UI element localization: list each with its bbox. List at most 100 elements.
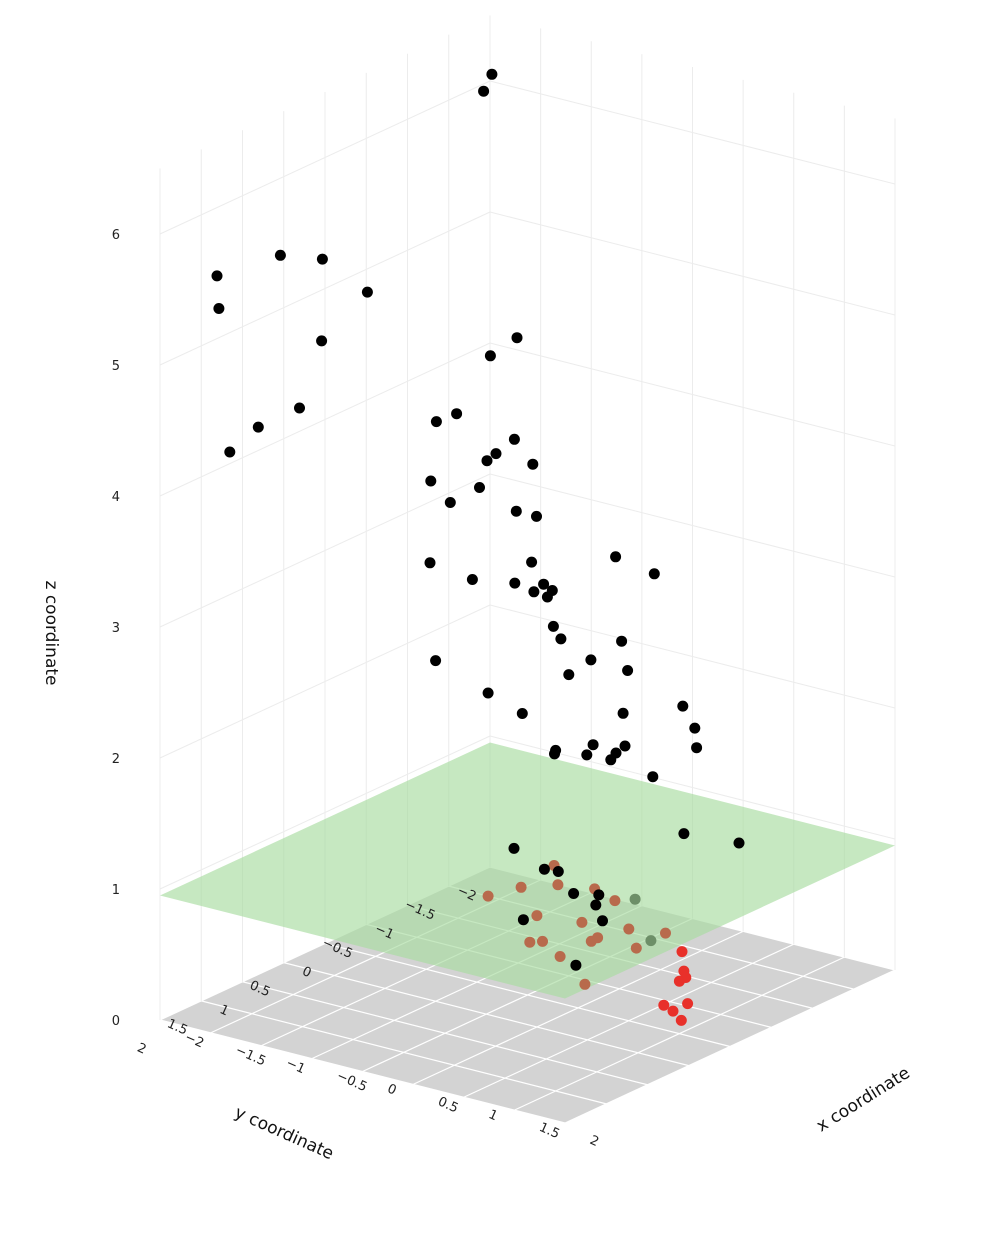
floor-gridline-y: [159, 1019, 566, 1124]
x-tick-label: 0: [385, 1081, 399, 1098]
data-point-low: [675, 1014, 687, 1026]
z-tick-label: 4: [112, 490, 120, 505]
data-point-high: [689, 722, 701, 734]
wall-x-horizontal-gridline: [489, 473, 896, 578]
data-point-high: [316, 253, 328, 265]
wall-y-horizontal-gridline: [159, 211, 491, 366]
data-point-high: [482, 687, 494, 699]
data-point-high: [622, 665, 634, 676]
data-point-high: [610, 551, 622, 563]
z-axis-title: z coordinate: [41, 581, 61, 686]
data-point-high: [568, 888, 580, 899]
threshold-plane: [160, 742, 895, 999]
wall-x-horizontal-gridline: [489, 342, 896, 447]
data-point-high: [478, 85, 490, 97]
data-point-mid: [576, 916, 588, 928]
floor-gridline-x: [514, 956, 845, 1111]
y-tick-label: 2: [135, 1041, 149, 1058]
x-axis-title: x coordinate: [813, 1063, 914, 1136]
data-point-high: [541, 591, 553, 603]
data-point-high: [211, 270, 223, 282]
data-point-high: [677, 700, 689, 712]
data-point-high: [597, 915, 608, 927]
wall-y-horizontal-gridline: [159, 80, 491, 235]
data-point-high: [570, 959, 582, 971]
data-point-high: [619, 740, 631, 752]
data-point-low: [658, 999, 670, 1011]
z-tick-label: 0: [112, 1014, 120, 1029]
data-point-high: [691, 742, 703, 754]
data-point-high: [538, 578, 550, 590]
data-point-high: [252, 421, 264, 433]
data-point-high: [490, 448, 502, 460]
wall-y-horizontal-gridline: [159, 604, 491, 759]
data-point-high: [585, 654, 597, 666]
data-point-mid: [609, 895, 621, 907]
x-tick-label: 1: [486, 1107, 500, 1124]
data-point-mid: [531, 910, 543, 922]
data-point-mid: [579, 978, 591, 990]
data-point-high: [316, 335, 328, 347]
x-tick-label: −1: [284, 1056, 308, 1078]
data-point-high: [430, 655, 442, 667]
data-point-high: [678, 828, 690, 840]
wall-x-horizontal-gridline: [489, 80, 896, 185]
data-point-high: [605, 754, 617, 766]
z-tick-label: 5: [112, 359, 120, 374]
data-point-high: [213, 303, 225, 314]
y-tick-label: −1: [372, 921, 396, 943]
data-point-high: [274, 249, 286, 261]
data-point-high: [510, 505, 522, 517]
data-point-high: [481, 455, 493, 467]
floor-gridline-y: [283, 962, 689, 1067]
wall-y-horizontal-gridline: [159, 735, 491, 890]
data-point-low: [676, 946, 688, 958]
data-point-high: [444, 497, 456, 508]
data-point-high: [590, 899, 602, 911]
y-tick-label: −2: [455, 883, 479, 905]
data-point-mid: [537, 935, 548, 947]
floor-gridline-x: [463, 943, 795, 1098]
data-point-mid: [524, 936, 536, 948]
data-point-high: [516, 708, 528, 719]
data-point-high: [474, 482, 485, 493]
z-tick-label: 6: [112, 228, 120, 243]
wall-x-horizontal-gridline: [489, 604, 896, 709]
x-tick-label: 1.5: [537, 1120, 562, 1142]
data-point-high: [430, 416, 442, 428]
data-point-high: [563, 669, 575, 681]
data-point-high: [508, 433, 520, 445]
data-point-high: [587, 739, 599, 751]
data-point-high: [617, 707, 629, 719]
data-point-mid: [482, 890, 494, 902]
data-point-high: [616, 635, 628, 647]
data-point-high: [547, 620, 559, 632]
data-point-high: [593, 889, 605, 901]
x-tick-label: −1.5: [233, 1043, 268, 1070]
data-point-mid: [515, 881, 527, 893]
data-point-high: [466, 574, 478, 585]
data-point-high: [425, 475, 437, 487]
data-point-low: [667, 1005, 679, 1017]
data-point-high: [538, 863, 550, 875]
data-point-high: [361, 286, 373, 298]
floor-gridline-y: [201, 1000, 607, 1105]
data-point-high: [550, 744, 562, 756]
y-axis-title: y coordinate: [231, 1103, 336, 1164]
data-point-low: [682, 998, 694, 1010]
content-layer: [160, 68, 895, 1026]
data-point-high: [531, 510, 542, 522]
data-point-high: [508, 842, 520, 854]
data-point-mid: [623, 923, 635, 935]
data-point-high: [486, 68, 498, 80]
data-point-high: [733, 837, 745, 849]
floor-gridline-x: [412, 930, 744, 1085]
data-point-low: [673, 975, 685, 987]
floor-gridline-x: [564, 969, 896, 1124]
data-point-mid: [630, 942, 642, 954]
data-point-high: [527, 458, 539, 470]
data-point-high: [552, 866, 564, 877]
z-tick-label: 1: [112, 883, 120, 898]
data-point-high: [224, 446, 236, 458]
